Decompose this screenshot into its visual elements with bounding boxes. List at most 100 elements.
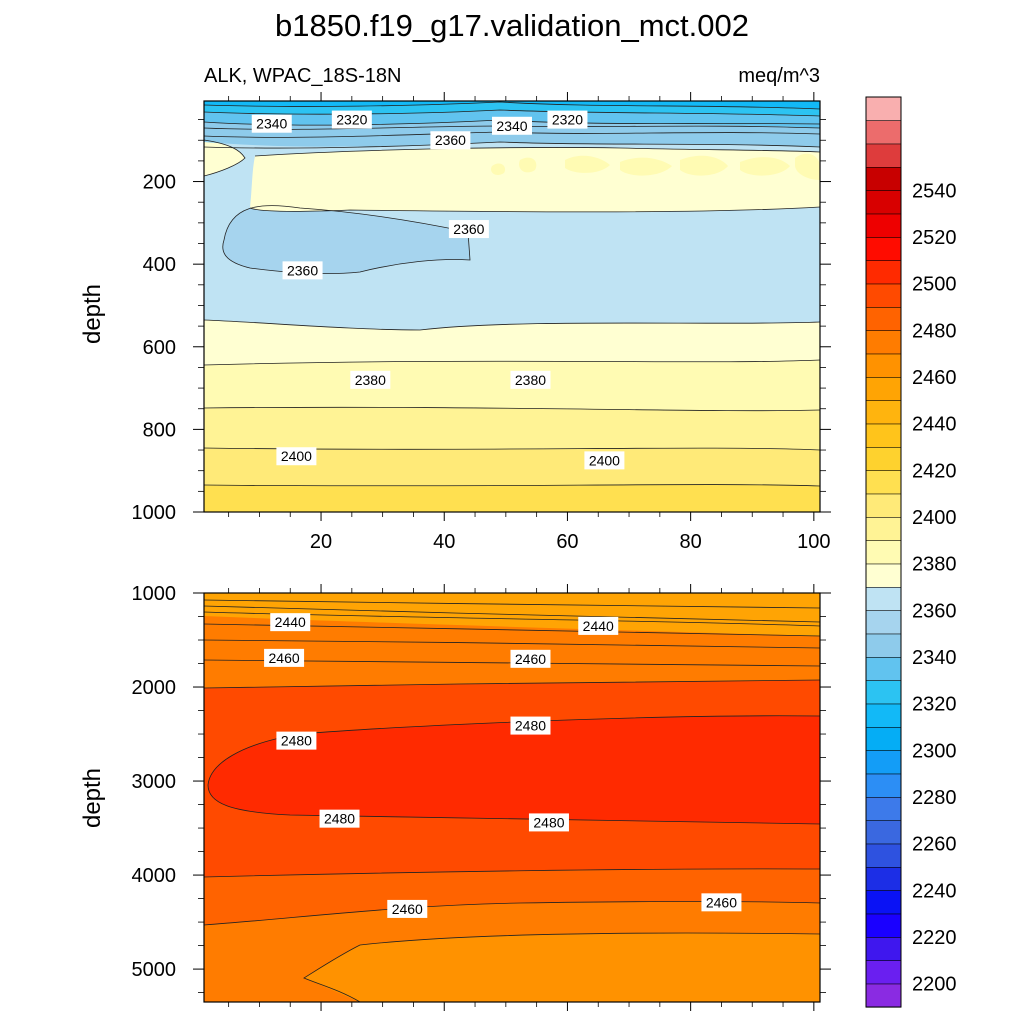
contour-label-box <box>701 893 742 912</box>
colorbar-label: 2440 <box>912 414 957 436</box>
contour-label: 2460 <box>387 899 428 918</box>
contour-label: 2360 <box>282 261 323 280</box>
colorbar-swatch <box>865 446 902 471</box>
panel-subtitle-left: ALK, WPAC_18S-18N <box>204 65 402 87</box>
colorbar-label: 2520 <box>912 227 957 249</box>
lower-ylabel: depth <box>79 768 106 828</box>
contour-label-box <box>387 899 428 918</box>
contour-label-box <box>584 451 625 470</box>
contour-label-text: 2380 <box>355 372 386 388</box>
contour-label-text: 2460 <box>515 651 546 667</box>
band-2440-deep <box>304 933 820 1002</box>
contour-label: 2380 <box>350 370 391 389</box>
colorbar-swatch <box>865 120 902 145</box>
contour-label: 2360 <box>448 220 489 239</box>
x-tick-label: 20 <box>310 531 332 553</box>
y-tick-label: 800 <box>143 419 176 441</box>
colorbar-label: 2380 <box>912 554 957 576</box>
contour-label-box <box>547 110 588 129</box>
lower-contour-labels: 2440 2440 2460 2460 2480 2480 2480 2480 2460 2460 <box>264 613 742 918</box>
colorbar-label: 2480 <box>912 320 957 342</box>
contour-label-box <box>270 613 311 632</box>
y-tick-label: 600 <box>143 337 176 359</box>
colorbar-swatch <box>865 143 902 168</box>
contour-label-text: 2340 <box>496 118 527 134</box>
contour-label-box <box>528 813 569 832</box>
colorbar-label: 2280 <box>912 787 957 809</box>
contour-label: 2440 <box>270 613 311 632</box>
contour-label: 2400 <box>584 451 625 470</box>
contour-label: 2380 <box>510 370 551 389</box>
contour-label-box <box>251 114 292 133</box>
contour-label-box <box>492 116 532 135</box>
colorbar-swatch <box>865 400 902 425</box>
x-tick-label: 60 <box>556 531 578 553</box>
contour-label-text: 2480 <box>281 733 312 749</box>
colorbar-swatch <box>865 96 902 121</box>
colorbar-swatch <box>865 330 902 355</box>
contour-label-box <box>264 648 305 667</box>
contour-label-text: 2480 <box>533 814 564 830</box>
contour-label-text: 2320 <box>552 112 583 128</box>
colorbar-swatch <box>865 796 902 821</box>
colorbar-label: 2320 <box>912 694 957 716</box>
contour-label-text: 2440 <box>275 614 306 630</box>
contour-label-box <box>510 370 551 389</box>
colorbar-frame <box>865 96 902 1008</box>
contour-label-text: 2320 <box>336 112 367 128</box>
contour-label-text: 2380 <box>515 372 546 388</box>
x-tick-label: 40 <box>433 531 455 553</box>
colorbar-swatch <box>865 470 902 495</box>
colorbar-swatch <box>865 166 902 191</box>
band-2490 <box>208 715 820 824</box>
contour-label-text: 2460 <box>269 650 300 666</box>
contour-label-text: 2480 <box>515 718 546 734</box>
colorbar-swatch <box>865 656 902 681</box>
colorbar-swatch <box>865 190 902 215</box>
colorbar-swatch <box>865 960 902 985</box>
panel-subtitle-right: meq/m^3 <box>738 65 820 87</box>
colorbar-label: 2220 <box>912 927 957 949</box>
contour-label-box <box>276 447 317 466</box>
colorbar-swatch <box>865 983 902 1008</box>
colorbar-swatch <box>865 750 902 775</box>
contour-label-text: 2360 <box>435 132 466 148</box>
colorbar-swatch <box>865 913 902 938</box>
colorbar-swatch <box>865 283 902 308</box>
contour-label-text: 2400 <box>589 452 620 468</box>
y-tick-label: 2000 <box>132 677 177 699</box>
contour-label-text: 2480 <box>324 811 355 827</box>
colorbar-swatch <box>865 726 902 751</box>
colorbar-swatch <box>865 773 902 798</box>
lower-panel-fill <box>204 593 820 1002</box>
colorbar-swatch <box>865 936 902 961</box>
y-tick-label: 200 <box>143 172 176 194</box>
contour-label-text: 2400 <box>281 448 312 464</box>
contour-label-text: 2360 <box>287 262 318 278</box>
contour-label: 2480 <box>319 809 360 828</box>
colorbar-label: 2500 <box>912 274 957 296</box>
colorbar-label: 2200 <box>912 974 957 996</box>
contour-label: 2480 <box>510 716 551 735</box>
colorbar-swatch <box>865 820 902 845</box>
colorbar-swatch <box>865 703 902 728</box>
colorbar-swatch <box>865 236 902 261</box>
colorbar-swatch <box>865 633 902 658</box>
contour-label: 2460 <box>264 648 305 667</box>
contour-label: 2440 <box>578 616 619 635</box>
chart-title: b1850.f19_g17.validation_mct.002 <box>275 8 749 43</box>
contour-label: 2460 <box>701 893 742 912</box>
colorbar-label: 2260 <box>912 834 957 856</box>
contour-label-box <box>510 716 551 735</box>
y-tick-label: 400 <box>143 254 176 276</box>
contour-label: 2360 <box>430 131 471 150</box>
colorbar-swatch <box>865 680 902 705</box>
contour-label-box <box>510 649 551 668</box>
colorbar-label: 2460 <box>912 367 957 389</box>
band-2310 <box>204 101 820 109</box>
band-2350 <box>222 205 470 274</box>
colorbar-swatch <box>865 563 902 588</box>
upper-contour-labels: 2340 2320 2340 2320 2360 2360 2360 2380 2380 2400… <box>251 110 625 470</box>
